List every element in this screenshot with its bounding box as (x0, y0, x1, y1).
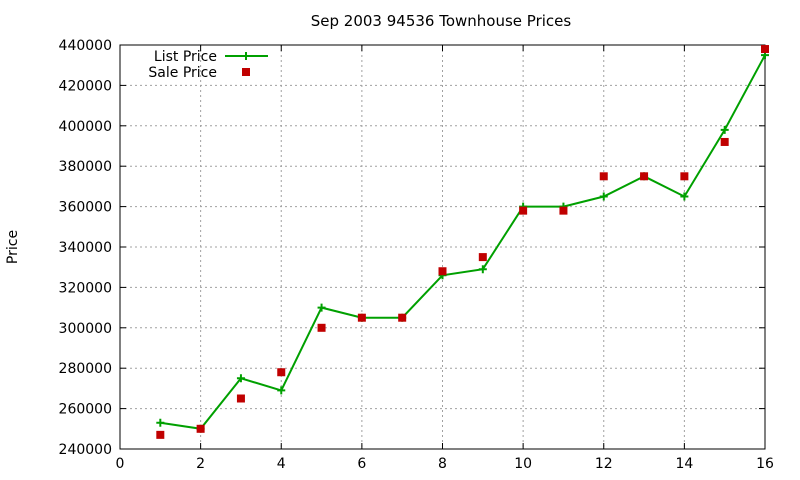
list-price-point (156, 418, 165, 427)
y-tick-label: 400000 (59, 119, 112, 135)
list-price-point (680, 192, 689, 201)
y-tick-label: 420000 (59, 78, 112, 94)
list-price-point (236, 374, 245, 383)
list-price-point (599, 192, 608, 201)
y-tick-label: 300000 (59, 321, 112, 337)
x-tick-label: 2 (196, 456, 205, 472)
sale-price-point (519, 206, 528, 215)
sale-price-point (196, 424, 205, 433)
x-tick-label: 0 (116, 456, 125, 472)
list-price-line (160, 54, 766, 430)
sale-price-point (680, 172, 689, 181)
y-tick-label: 440000 (59, 38, 112, 54)
y-tick-label: 260000 (59, 402, 112, 418)
sale-price-point (599, 172, 608, 181)
sale-price-point (761, 45, 769, 54)
legend-marker-list-price (242, 52, 250, 60)
axis-ticks: 0 2 4 6 8 10 12 14 16 240000 260000 280000 300000 320… (59, 38, 774, 472)
y-tick-label: 240000 (59, 442, 112, 458)
sale-price-point (720, 137, 729, 146)
x-tick-label: 16 (756, 456, 774, 472)
sale-price-point (317, 323, 326, 332)
list-price-point (317, 303, 326, 312)
list-price-point (277, 386, 286, 395)
y-tick-label: 280000 (59, 361, 112, 377)
x-tick-label: 14 (675, 456, 693, 472)
chart-title: Sep 2003 94536 Townhouse Prices (311, 12, 572, 30)
legend-label-list-price: List Price (154, 49, 217, 65)
sale-price-point (236, 394, 245, 403)
x-tick-label: 6 (357, 456, 366, 472)
sale-price-point (357, 313, 366, 322)
sale-price-point (640, 172, 649, 181)
list-price-point (478, 265, 487, 274)
y-tick-label: 340000 (59, 240, 112, 256)
sale-price-point (398, 313, 407, 322)
sale-price-point (559, 206, 568, 215)
x-tick-label: 4 (277, 456, 286, 472)
y-tick-label: 360000 (59, 200, 112, 216)
sale-price-point (478, 253, 487, 262)
x-tick-label: 10 (514, 456, 532, 472)
sale-price-point (438, 267, 447, 276)
legend-marker-sale-price (242, 68, 250, 76)
list-price-point (720, 125, 729, 134)
y-tick-label: 320000 (59, 280, 112, 296)
sale-price-point (277, 368, 286, 377)
x-tick-label: 12 (595, 456, 613, 472)
legend-label-sale-price: Sale Price (148, 65, 217, 81)
sale-price-point (156, 430, 165, 439)
y-tick-label: 380000 (59, 159, 112, 175)
y-axis-label: Price (5, 230, 21, 264)
x-tick-label: 8 (438, 456, 447, 472)
series-layer (156, 45, 769, 439)
grid-lines (120, 45, 765, 449)
